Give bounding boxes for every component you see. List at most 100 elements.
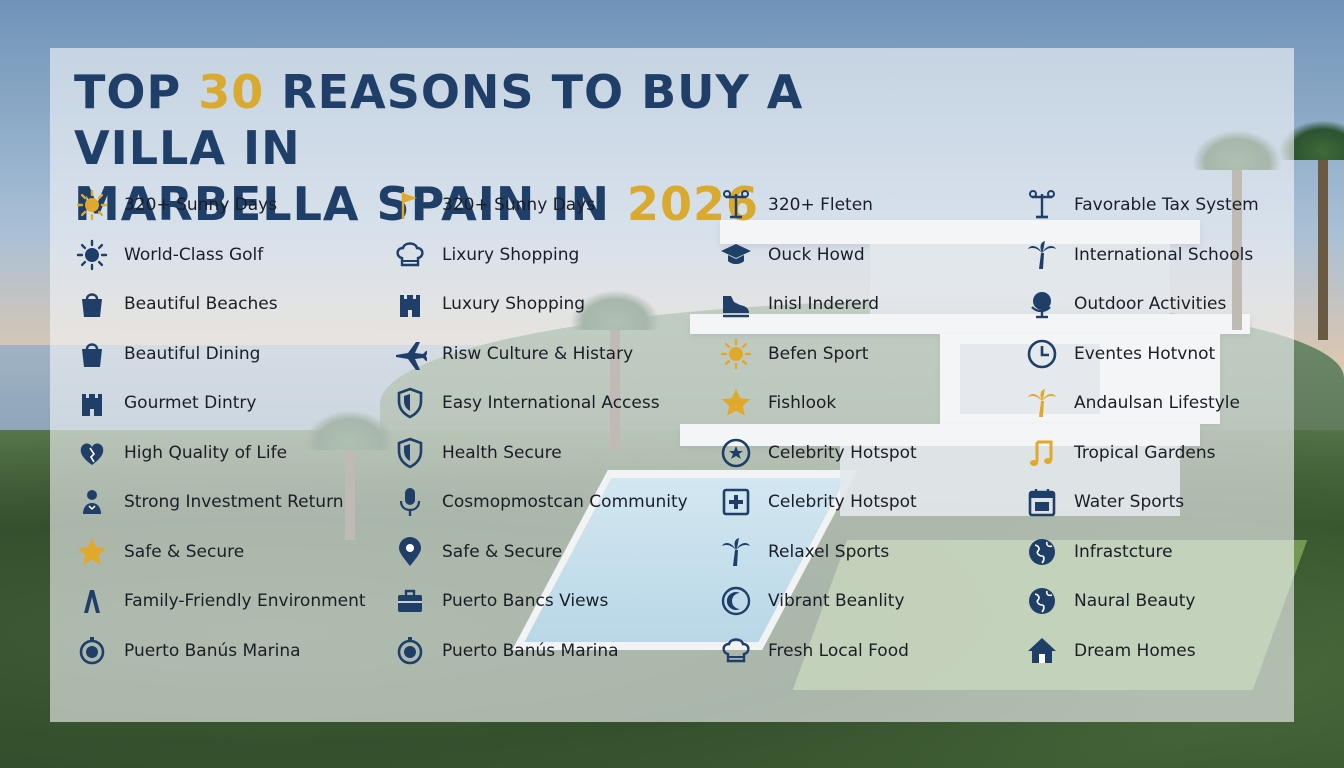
chef-hat-icon [716,631,756,671]
globe-stand-icon [1022,284,1062,324]
reason-label: Gourmet Dintry [124,393,257,413]
plane-icon [390,334,430,374]
reason-label: Lixury Shopping [442,244,580,265]
reason-label: Safe & Secure [124,541,245,562]
microphone-icon [390,482,430,522]
moon-icon [716,581,756,621]
reason-item: Outdoor Activities [1022,284,1322,324]
reason-item: World-Class Golf [72,235,372,275]
compass-icon [72,631,112,671]
bag-icon [72,284,112,324]
location-pin-icon [390,532,430,572]
reason-label: Easy International Access [442,393,660,413]
reason-item: International Schools [1022,235,1322,275]
reason-item: Family-Friendly Environment [72,581,372,621]
sun-icon [72,235,112,275]
reason-label: Vibrant Beanlity [768,591,905,611]
reason-item: Tropical Gardens [1022,433,1322,473]
badge-icon [716,433,756,473]
scales-icon [716,185,756,225]
reason-item: Puerto Bancs Views [390,581,690,621]
reason-label: Luxury Shopping [442,294,586,314]
reason-item: Ouck Howd [716,235,1016,275]
chef-hat-icon [390,235,430,275]
reason-item: Eventes Hotvnot [1022,334,1322,374]
reason-label: Naural Beauty [1074,591,1196,611]
compass-icon [390,631,430,671]
medical-box-icon [716,482,756,522]
family-icon [72,581,112,621]
reason-item: 320+ Sunny Days [72,185,372,225]
house-icon [1022,631,1062,671]
reason-item: Andaulsan Lifestyle [1022,383,1322,423]
title-text: TOP [74,65,199,119]
reason-label: World-Class Golf [124,244,264,265]
reason-item: Beautiful Beaches [72,284,372,324]
reason-item: Gourmet Dintry [72,383,372,423]
title-highlight-number: 30 [198,65,265,119]
reason-label: Dream Homes [1074,640,1196,661]
reason-label: Eventes Hotvnot [1074,343,1216,364]
reason-label: Outdoor Activities [1074,294,1227,314]
reason-label: 320+ Fleten [768,195,873,215]
reason-item: Easy International Access [390,383,690,423]
reason-item: Puerto Banús Marina [72,631,372,671]
reason-label: Celebrity Hotspot [768,492,917,512]
reason-item: Inisl Indererd [716,284,1016,324]
reason-label: Safe & Secure [442,541,563,562]
reason-item: Celebrity Hotspot [716,433,1016,473]
globe-icon [1022,532,1062,572]
globe-icon [1022,581,1062,621]
reason-item: Water Sports [1022,482,1322,522]
reason-item: Befen Sport [716,334,1016,374]
calendar-icon [1022,482,1062,522]
graduation-cap-icon [716,235,756,275]
reason-label: Cosmopmostcan Community [442,492,688,512]
briefcase-icon [390,581,430,621]
reason-item: Vibrant Beanlity [716,581,1016,621]
reason-label: Puerto Banús Marina [442,640,619,661]
palm-tree-icon [1022,383,1062,423]
people-icon [72,482,112,522]
reason-label: Puerto Bancs Views [442,591,609,611]
reason-label: Beautiful Dining [124,343,261,364]
reason-label: Strong Investment Return [124,492,344,512]
reason-label: Relaxel Sports [768,541,890,562]
reason-item: Fishlook [716,383,1016,423]
star-icon [716,383,756,423]
bag-icon [72,334,112,374]
reason-label: Fresh Local Food [768,640,909,661]
sun-icon [72,185,112,225]
reason-item: Strong Investment Return [72,482,372,522]
reason-label: Celebrity Hotspot [768,442,917,463]
reason-label: International Schools [1074,244,1254,265]
scales-icon [1022,185,1062,225]
reason-label: Favorable Tax System [1074,195,1259,215]
reason-item: Relaxel Sports [716,532,1016,572]
reason-item: Luxury Shopping [390,284,690,324]
reason-item: Safe & Secure [390,532,690,572]
shield-icon [390,383,430,423]
reason-label: Tropical Gardens [1074,442,1216,463]
reason-label: 320+ Sunny Days [124,195,278,215]
reason-item: Safe & Secure [72,532,372,572]
title-line1: TOP 30 REASONS TO BUY A VILLA IN [74,65,803,175]
reason-label: Fishlook [768,393,837,413]
reason-label: Puerto Banús Marina [124,640,301,661]
reason-item: Favorable Tax System [1022,185,1322,225]
reason-label: Befen Sport [768,343,869,364]
reason-label: High Quality of Life [124,442,288,463]
reason-label: Inisl Indererd [768,294,880,314]
castle-icon [390,284,430,324]
star-icon [72,532,112,572]
page-title: TOP 30 REASONS TO BUY A VILLA IN MARBELL… [74,64,954,232]
reason-label: Infrastcture [1074,541,1173,562]
reason-item: Celebrity Hotspot [716,482,1016,522]
title-text: MARBELLA SPAIN IN [74,177,627,231]
reason-label: 320+ Sunny Days [442,195,596,215]
heart-icon [72,433,112,473]
reasons-grid: 320+ Sunny Days World-Class Golf Beautiful… [72,185,1272,685]
reason-label: Beautiful Beaches [124,294,278,314]
sneaker-icon [716,284,756,324]
reason-item: Risw Culture & Histary [390,334,690,374]
